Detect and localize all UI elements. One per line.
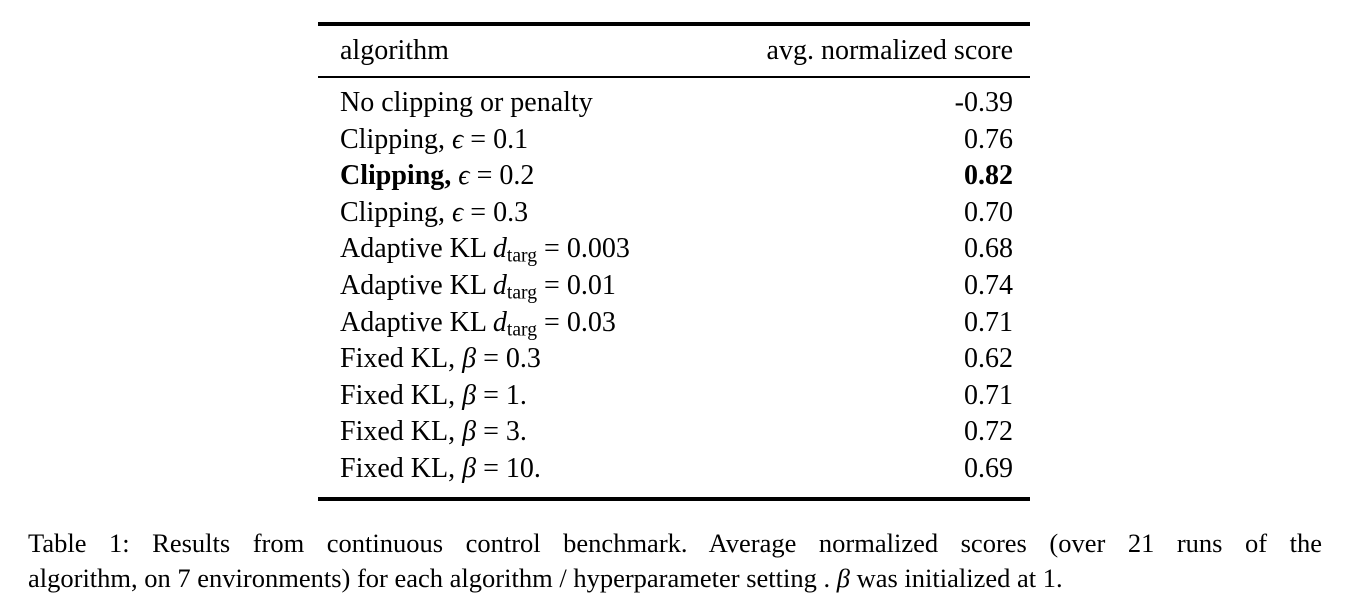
score-value: 0.82	[964, 160, 1013, 192]
table-row: Fixed KL, β = 10. 0.69	[340, 451, 1013, 488]
table-row: Adaptive KL dtarg = 0.003 0.68	[340, 231, 1013, 268]
score-value: 0.74	[964, 269, 1013, 301]
table-row: Adaptive KL dtarg = 0.03 0.71	[340, 305, 1013, 342]
score-value: 0.69	[964, 452, 1013, 484]
table-row: No clipping or penalty -0.39	[340, 85, 1013, 122]
caption-line2-end: was initialized at 1.	[849, 563, 1063, 593]
score-value: 0.68	[964, 233, 1013, 265]
score-value: 0.71	[964, 379, 1013, 411]
table-body: No clipping or penalty -0.39 Clipping, ϵ…	[318, 78, 1030, 497]
header-algorithm: algorithm	[340, 35, 449, 66]
table-row: Clipping, ϵ = 0.3 0.70	[340, 195, 1013, 232]
beta-symbol: β	[836, 563, 850, 593]
score-value: 0.72	[964, 416, 1013, 448]
table-row: Clipping, ϵ = 0.1 0.76	[340, 122, 1013, 159]
score-value: 0.70	[964, 196, 1013, 228]
table-row: Fixed KL, β = 0.3 0.62	[340, 341, 1013, 378]
caption-line2-text: algorithm, on 7 environments) for each a…	[28, 563, 837, 593]
table-caption: Table 1: Results from continuous control…	[28, 526, 1322, 596]
algorithm-label: Adaptive KL dtarg = 0.03	[340, 306, 616, 340]
results-table: algorithm avg. normalized score No clipp…	[318, 22, 1030, 501]
score-value: 0.76	[964, 123, 1013, 155]
algorithm-label: Clipping, ϵ = 0.3	[340, 196, 529, 228]
caption-line-1: Table 1: Results from continuous control…	[28, 528, 1322, 558]
score-value: -0.39	[954, 87, 1013, 118]
caption-line-2: algorithm, on 7 environments) for each a…	[28, 561, 1322, 596]
algorithm-label: Fixed KL, β = 10.	[340, 452, 541, 484]
header-avg-normalized-score: avg. normalized score	[766, 35, 1013, 66]
table-row: Clipping, ϵ = 0.2 0.82	[340, 158, 1013, 195]
score-value: 0.71	[964, 306, 1013, 338]
algorithm-label: Fixed KL, β = 0.3	[340, 343, 541, 375]
algorithm-label: Clipping, ϵ = 0.2	[340, 160, 535, 192]
table-row: Fixed KL, β = 1. 0.71	[340, 378, 1013, 415]
score-value: 0.62	[964, 343, 1013, 375]
algorithm-label: Adaptive KL dtarg = 0.01	[340, 269, 616, 304]
algorithm-label: Fixed KL, β = 3.	[340, 416, 527, 448]
algorithm-label: Clipping, ϵ = 0.1	[340, 123, 529, 155]
table-row: Fixed KL, β = 3. 0.72	[340, 414, 1013, 451]
algorithm-label: No clipping or penalty	[340, 87, 593, 118]
algorithm-label: Adaptive KL dtarg = 0.003	[340, 233, 630, 267]
algorithm-label: Fixed KL, β = 1.	[340, 379, 527, 411]
table-header-row: algorithm avg. normalized score	[318, 26, 1030, 78]
table-row: Adaptive KL dtarg = 0.01 0.74	[340, 268, 1013, 305]
